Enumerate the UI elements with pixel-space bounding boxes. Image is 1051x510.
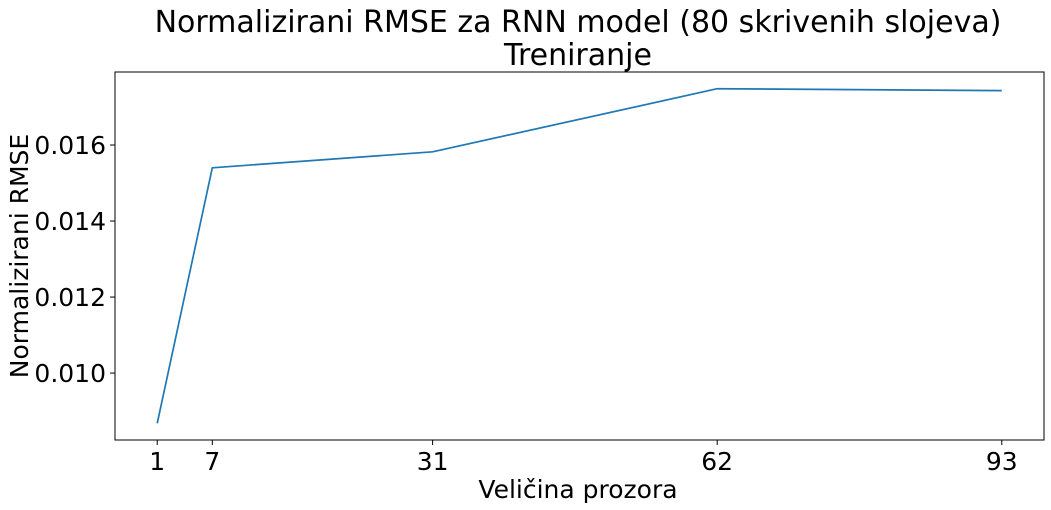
x-axis-label: Veličina prozora (478, 475, 677, 504)
y-axis-label: Normalizirani RMSE (5, 134, 34, 378)
x-tick-label-4: 93 (986, 447, 1018, 476)
y-tick-label-3: 0.016 (34, 131, 106, 160)
x-tick-label-2: 31 (417, 447, 449, 476)
y-tick-label-1: 0.012 (34, 283, 106, 312)
x-tick-label-1: 7 (204, 447, 220, 476)
axes-frame (114, 71, 1045, 441)
plot-area: 1 7 31 62 93 0.010 0.012 0.014 0.016 (34, 71, 1045, 476)
x-tick-label-0: 1 (149, 447, 165, 476)
y-tick-label-0: 0.010 (34, 359, 106, 388)
series-line-0 (156, 87, 1002, 424)
chart-subtitle: Treniranje (503, 38, 652, 73)
x-tick-label-3: 62 (701, 447, 733, 476)
y-tick-label-2: 0.014 (34, 207, 106, 236)
chart-title: Normalizirani RMSE za RNN model (80 skri… (155, 5, 1002, 40)
